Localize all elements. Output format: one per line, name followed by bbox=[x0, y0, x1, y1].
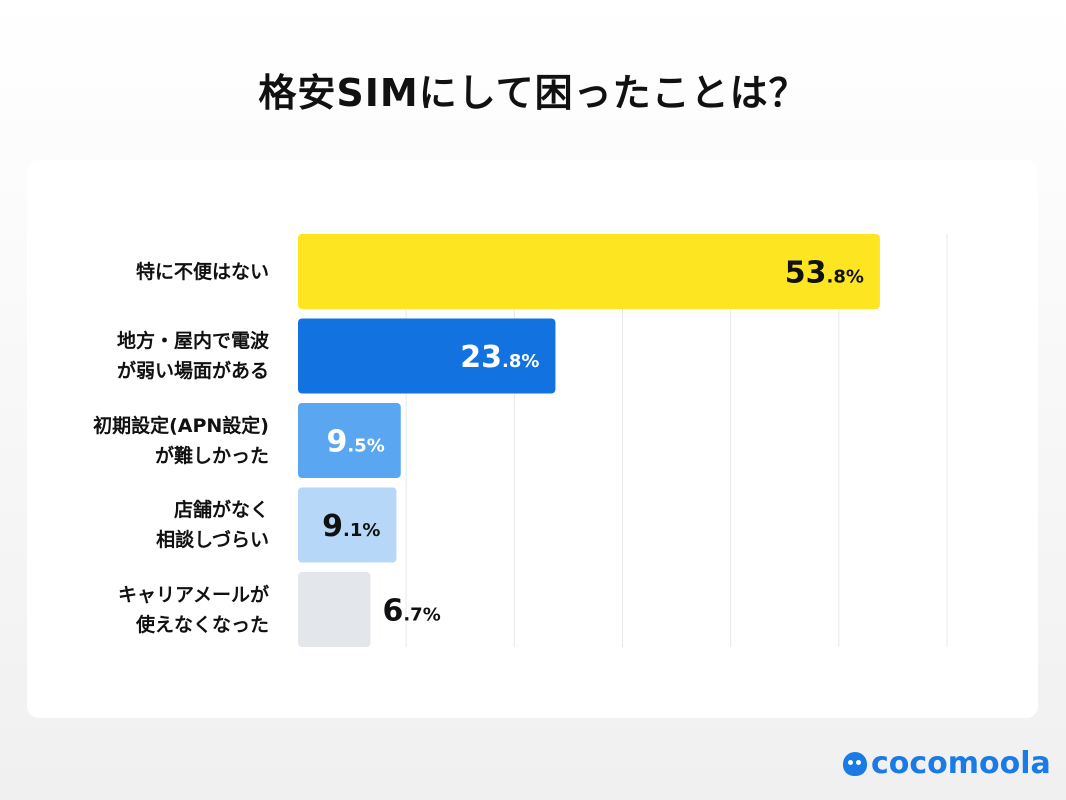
category-label: 初期設定(APN設定) が難しかった bbox=[93, 414, 269, 467]
bar bbox=[298, 234, 880, 309]
category-label: 地方・屋内で電波 が弱い場面がある bbox=[116, 330, 269, 382]
bar bbox=[298, 487, 397, 563]
value-label: 23.8% bbox=[460, 340, 539, 375]
logo-text: cocomoola bbox=[871, 746, 1051, 781]
category-label: 店舗がなく 相談しづらい bbox=[156, 499, 269, 551]
category-label: キャリアメールが 使えなくなった bbox=[117, 583, 269, 636]
value-label: 9.1% bbox=[322, 509, 380, 544]
value-label: 53.8% bbox=[785, 256, 864, 291]
chart-title: 格安SIMにして困ったことは？ bbox=[258, 71, 808, 115]
bar bbox=[298, 572, 371, 647]
bar bbox=[298, 318, 556, 394]
cocomoola-logo: cocomoola bbox=[843, 746, 1051, 781]
bar bbox=[298, 403, 401, 478]
owl-logo-icon bbox=[843, 751, 867, 776]
value-label: 6.7% bbox=[382, 594, 440, 629]
category-label: 特に不便はない bbox=[135, 260, 269, 283]
value-label: 9.5% bbox=[326, 425, 384, 460]
